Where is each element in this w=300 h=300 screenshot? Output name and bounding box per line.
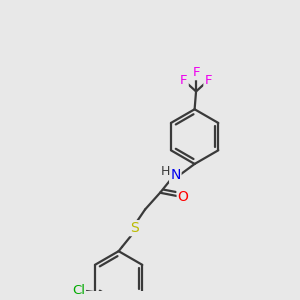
Text: H: H (160, 165, 170, 178)
Text: S: S (130, 221, 139, 235)
Text: O: O (178, 190, 188, 204)
Text: N: N (170, 169, 181, 182)
Text: Cl: Cl (72, 284, 85, 297)
Text: F: F (192, 66, 200, 79)
Text: F: F (204, 74, 212, 87)
Text: F: F (180, 74, 188, 87)
